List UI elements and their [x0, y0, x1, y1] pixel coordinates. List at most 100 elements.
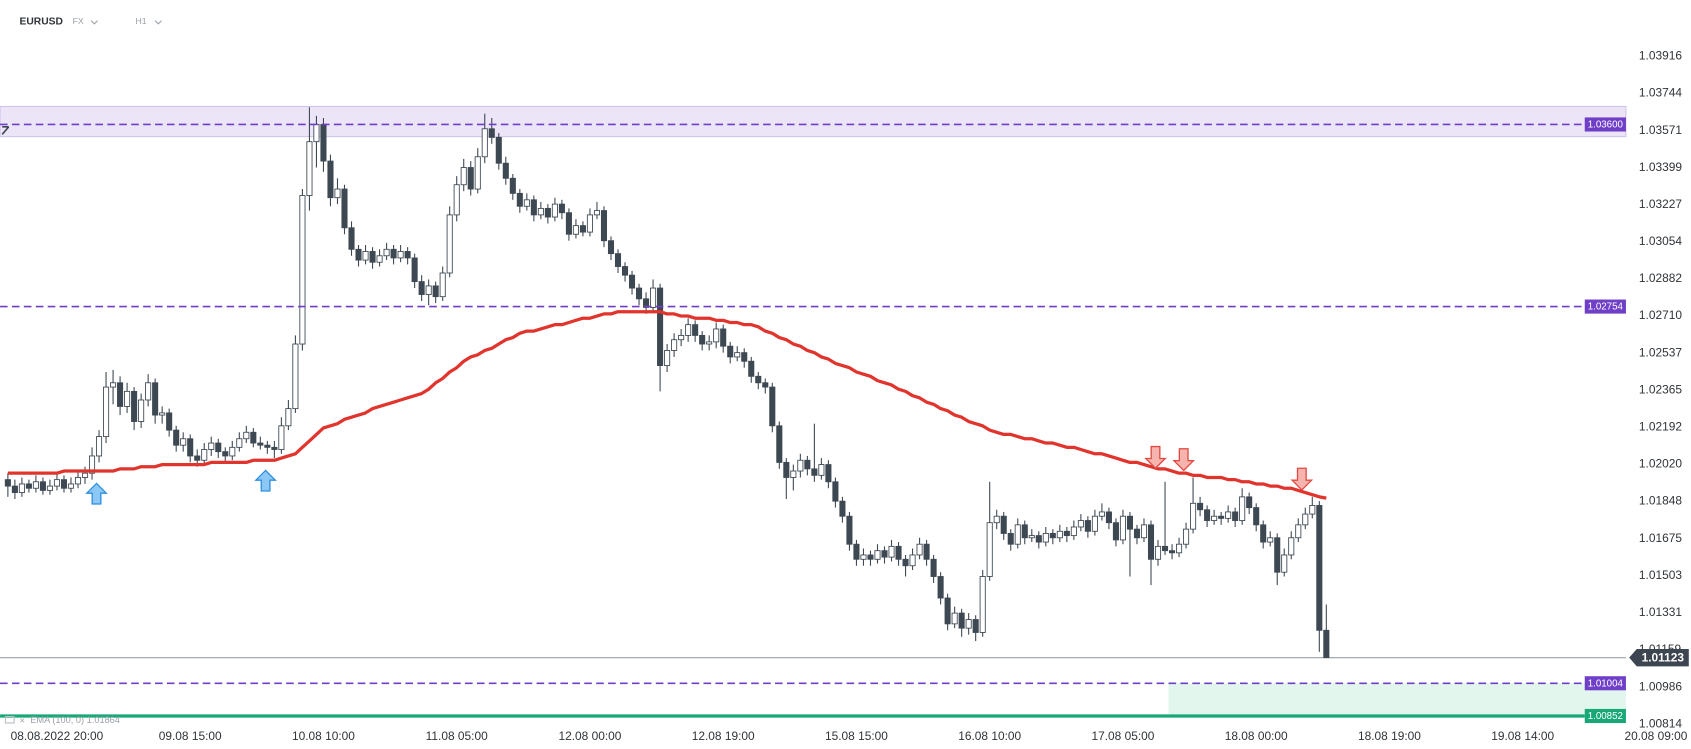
drawing-handle[interactable]	[1, 126, 10, 135]
candle-body	[46, 485, 53, 491]
resistance-zone	[0, 105, 1627, 138]
candle-body	[628, 274, 636, 289]
candle-body	[1077, 520, 1084, 528]
candle-body	[1154, 545, 1162, 560]
candle-body	[537, 207, 544, 216]
legend-value: 1.01864	[87, 715, 120, 725]
candle-body	[1140, 524, 1148, 539]
y-tick-label: 1.01331	[1639, 605, 1682, 619]
candle-body	[243, 431, 250, 440]
level-label-box	[1584, 299, 1626, 314]
candle-body	[572, 225, 579, 235]
candle-body	[138, 399, 145, 422]
candle-body	[551, 203, 558, 218]
x-tick-label: 15.08 15:00	[825, 729, 888, 743]
candle-body	[327, 160, 334, 199]
candle-body	[972, 619, 979, 633]
candle-body	[313, 124, 320, 143]
candle-body	[593, 210, 601, 216]
candle-body	[713, 328, 720, 343]
candle-body	[11, 485, 18, 493]
dropdown-icon[interactable]	[154, 20, 162, 25]
level-label: 1.01004	[1588, 678, 1624, 689]
candle-body	[853, 543, 860, 560]
candle-body	[965, 619, 972, 629]
candle-body	[636, 287, 643, 300]
symbol[interactable]: EURUSD	[20, 16, 63, 27]
candle-body	[390, 248, 397, 259]
x-tick-label: 18.08 19:00	[1358, 729, 1421, 743]
candle-body	[1105, 511, 1112, 524]
candle-body	[502, 162, 509, 179]
candle-body	[923, 543, 930, 560]
candle-body	[1211, 515, 1218, 521]
candle-body	[320, 124, 327, 162]
candle-body	[404, 251, 411, 259]
y-tick-label: 1.02882	[1639, 271, 1682, 285]
candle-body	[1161, 545, 1169, 552]
candle-body	[867, 554, 874, 560]
candle-body	[797, 459, 804, 472]
candle-body	[509, 177, 516, 194]
candle-body	[1084, 520, 1091, 532]
candle-body	[110, 382, 117, 388]
candle-body	[706, 341, 713, 345]
candle-body	[874, 550, 881, 560]
dropdown-icon[interactable]	[90, 20, 98, 25]
candle-body	[1309, 505, 1316, 515]
market[interactable]: FX	[73, 16, 84, 26]
candle-body	[215, 442, 222, 453]
candle-body	[271, 446, 278, 450]
candle-body	[944, 597, 951, 625]
candle-body	[664, 350, 671, 366]
candle-body	[1042, 533, 1049, 543]
candle-body	[727, 345, 734, 358]
x-tick-label: 19.08 14:00	[1491, 729, 1554, 743]
y-tick-label: 1.01503	[1639, 568, 1682, 582]
candle-body	[769, 386, 776, 427]
candle-body	[166, 412, 173, 431]
candle-body	[888, 545, 895, 558]
ema-line	[7, 310, 1327, 500]
candle-body	[1070, 526, 1077, 537]
candle-body	[523, 199, 530, 207]
x-tick-label: 16.08 10:00	[958, 729, 1021, 743]
level-label: 1.03600	[1588, 120, 1624, 131]
candle-body	[1176, 543, 1183, 554]
candle-body	[516, 192, 523, 207]
y-tick-label: 1.02537	[1639, 345, 1682, 359]
candle-body	[88, 455, 96, 474]
candle-body	[250, 431, 257, 444]
candle-body	[1126, 515, 1133, 530]
candle-body	[1197, 502, 1204, 511]
legend-text: EMA (100, 0) 1.01864	[30, 715, 120, 725]
y-tick-label: 1.01848	[1639, 494, 1682, 508]
candle-body	[1239, 496, 1246, 521]
legend-icon[interactable]	[4, 715, 15, 724]
timeframe[interactable]: H1	[136, 16, 147, 26]
candle-body	[467, 167, 474, 190]
candle-body	[229, 446, 236, 457]
candle-body	[18, 483, 25, 493]
candle-body	[1281, 554, 1288, 573]
candle-body	[439, 272, 446, 298]
candle-body	[1021, 524, 1028, 539]
candle-body	[285, 408, 292, 427]
x-tick-label: 20.08 09:00	[1624, 729, 1687, 743]
candle-body	[748, 360, 755, 377]
legend: × EMA (100, 0) 1.01864	[4, 715, 120, 725]
candle-body	[432, 285, 439, 298]
candle-body	[832, 481, 839, 502]
candle-body	[1091, 515, 1098, 532]
candle-body	[860, 554, 867, 560]
sell-arrow	[1290, 467, 1314, 491]
y-tick-label: 1.03054	[1639, 234, 1682, 248]
legend-close[interactable]: ×	[20, 715, 25, 725]
candle-body	[1183, 528, 1190, 545]
candle-body	[755, 375, 762, 384]
overlay-layer	[0, 123, 1585, 718]
candle-body	[643, 298, 650, 308]
candle-body	[1190, 502, 1197, 530]
candle-body	[699, 334, 706, 345]
y-tick-label: 1.02020	[1639, 457, 1682, 471]
